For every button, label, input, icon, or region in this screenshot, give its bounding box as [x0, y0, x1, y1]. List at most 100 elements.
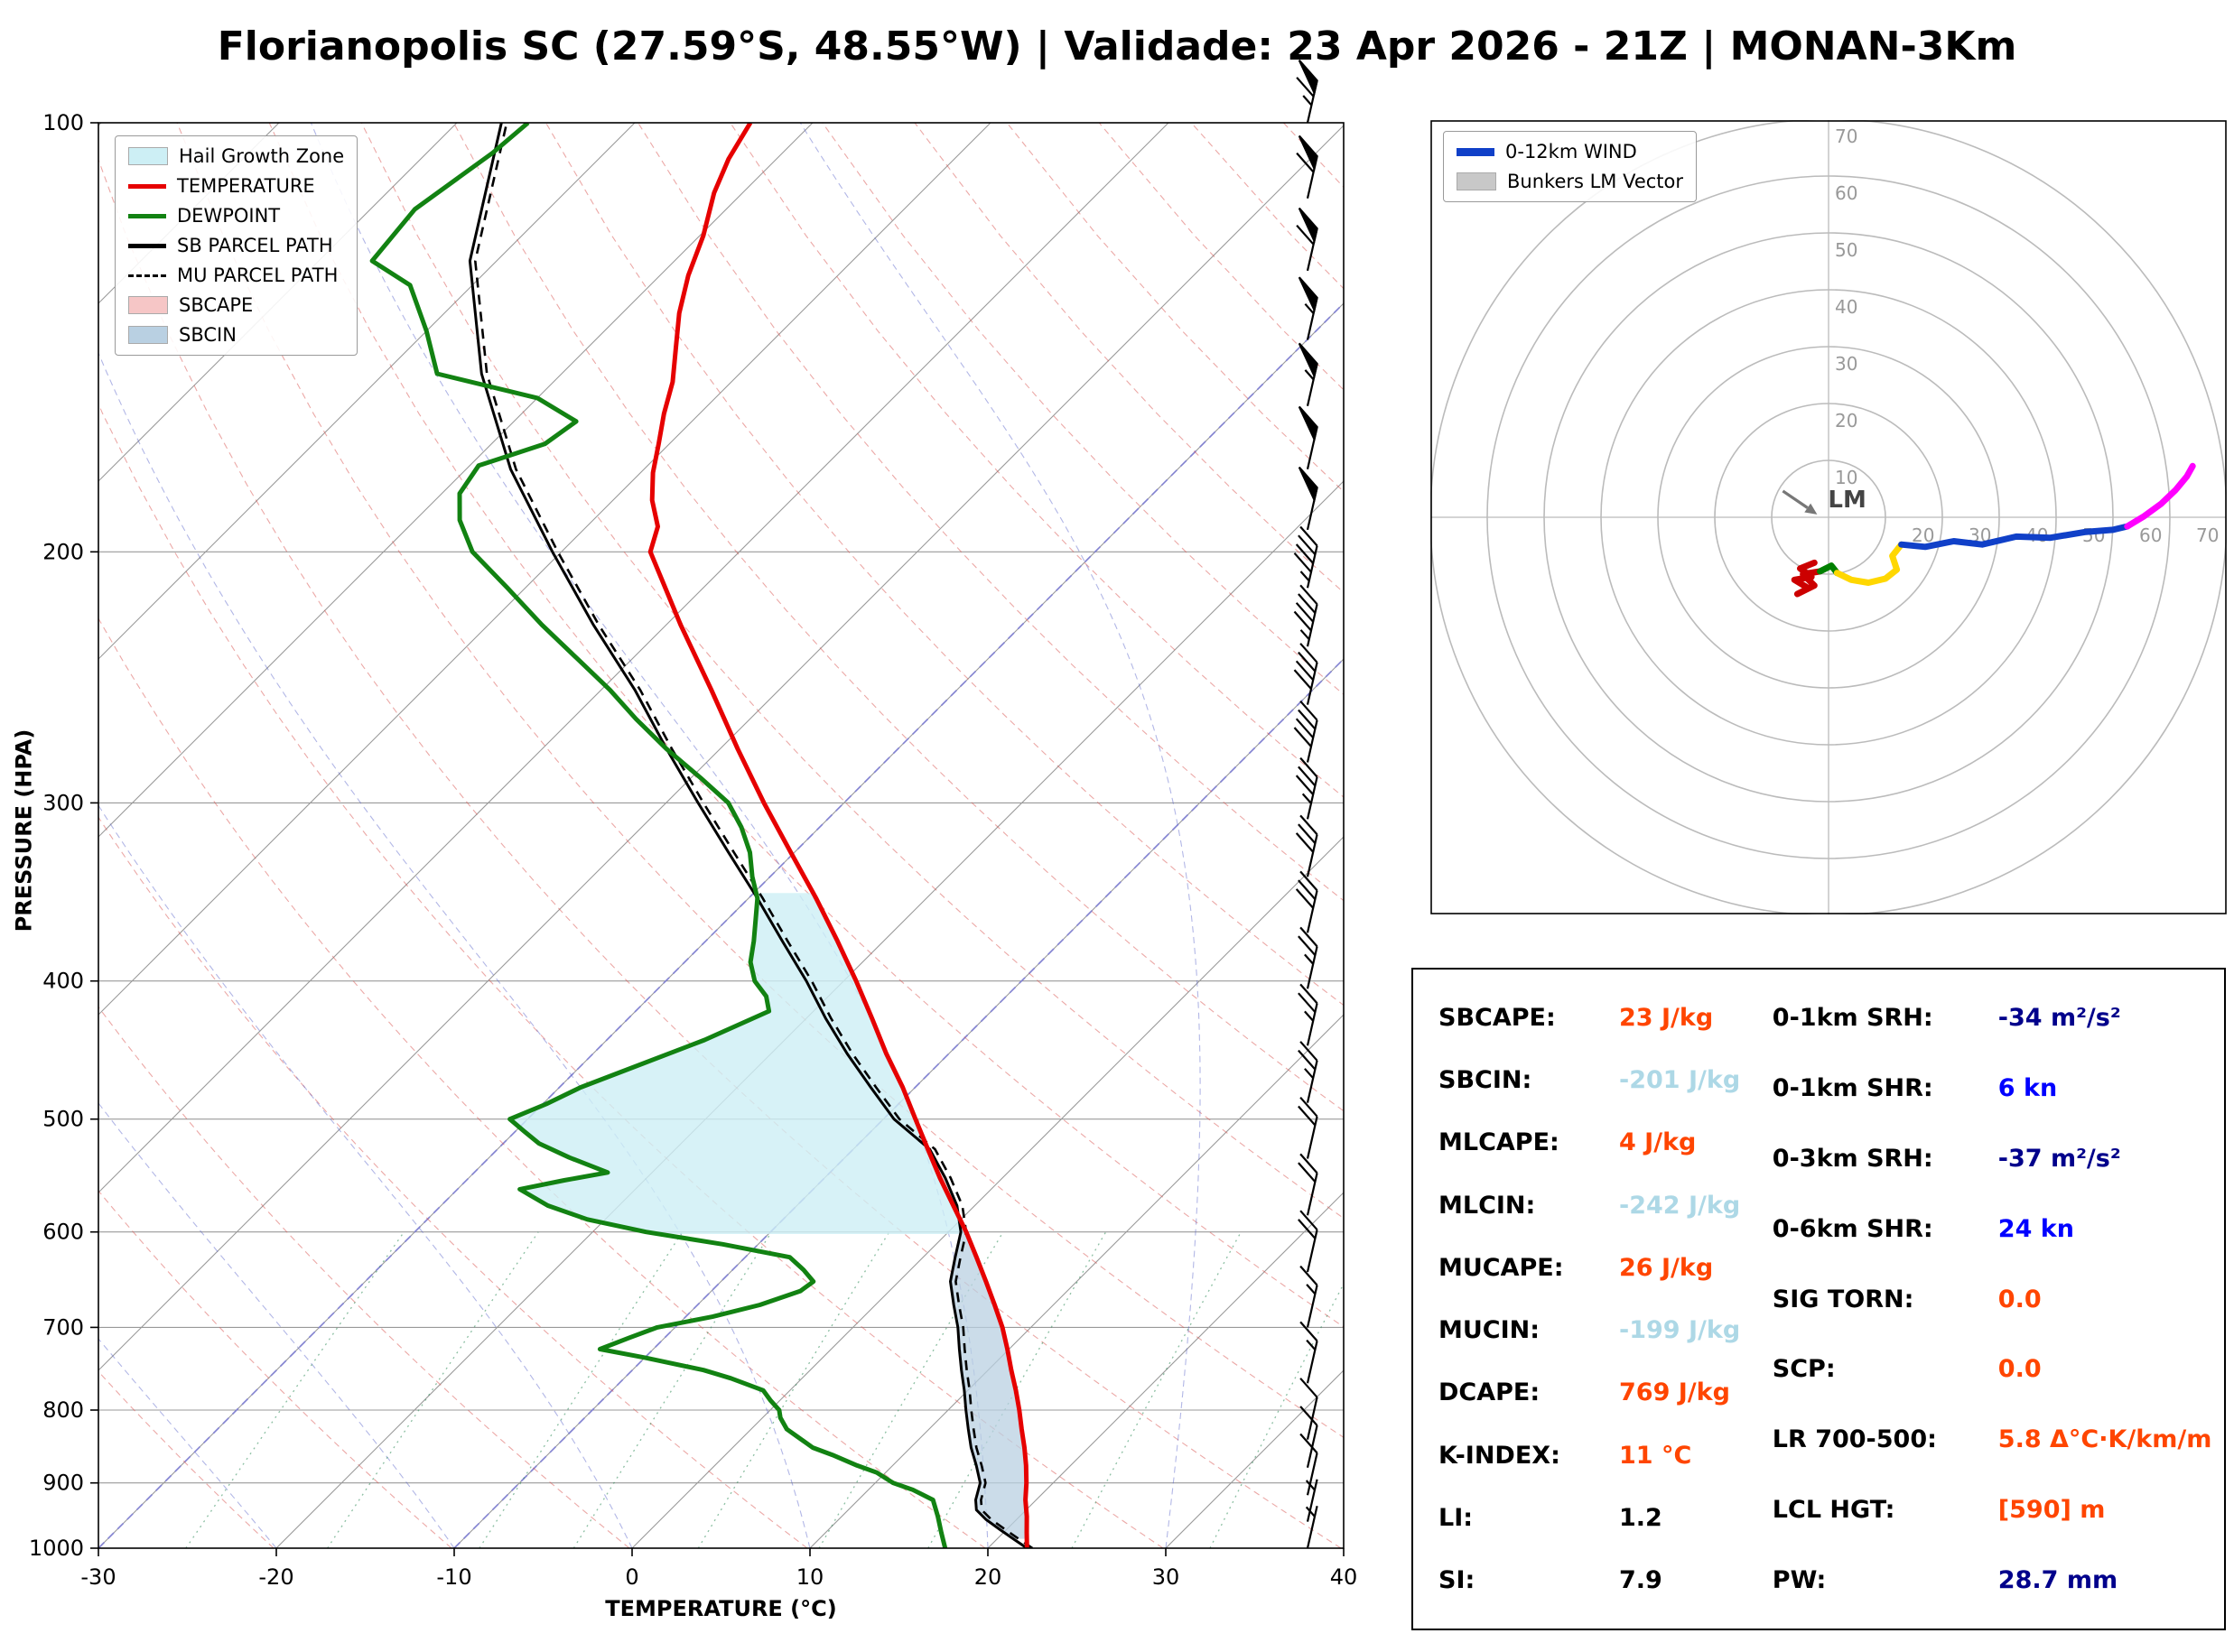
temperature-tick-labels: -30 -20 -10 0 10 20 30 40 [80, 1548, 1357, 1590]
hodograph-segment-4 [1898, 523, 2131, 551]
index-row-si-: SI: 7.9 [1438, 1566, 1773, 1594]
index-value: -37 m²/s² [1997, 1144, 2121, 1173]
svg-text:60: 60 [1835, 182, 1857, 204]
index-value: 0.0 [1997, 1355, 2042, 1384]
index-label: K-INDEX: [1438, 1441, 1560, 1470]
legend-swatch [128, 243, 166, 248]
index-value: 11 °C [1619, 1441, 1692, 1470]
legend-item-bunkers-lm-vector: Bunkers LM Vector [1457, 171, 1683, 192]
svg-text:0: 0 [625, 1564, 638, 1590]
sbcin-fill [950, 1223, 1028, 1539]
index-label: PW: [1772, 1566, 1827, 1594]
index-row-lcl-hgt-: LCL HGT: [590] m [1773, 1496, 2215, 1524]
legend-swatch [128, 274, 166, 277]
legend-label: Bunkers LM Vector [1507, 171, 1684, 192]
index-label: SIG TORN: [1772, 1285, 1914, 1313]
svg-text:60: 60 [2139, 524, 2162, 546]
index-value: -199 J/kg [1619, 1316, 1741, 1345]
svg-text:-30: -30 [80, 1564, 116, 1590]
index-value: 28.7 mm [1997, 1566, 2118, 1594]
index-label: MLCAPE: [1438, 1128, 1559, 1157]
index-row-scp-: SCP: 0.0 [1773, 1355, 2215, 1383]
legend-swatch [1457, 147, 1494, 156]
index-label: SBCIN: [1438, 1066, 1532, 1095]
legend-label: SB PARCEL PATH [177, 235, 333, 256]
legend-item-0-12km-wind: 0-12km WIND [1457, 141, 1683, 162]
hail-zone-isotherms [98, 302, 1344, 1548]
legend-label: Hail Growth Zone [179, 145, 345, 167]
hodograph-rings [1430, 120, 2227, 914]
index-value: 24 kn [1997, 1214, 2074, 1243]
legend-label: SBCAPE [179, 294, 254, 316]
sb-parcel-path-curve [468, 123, 1029, 1548]
skewt-y-axis-label-wrap: PRESSURE (HPA) [5, 424, 42, 1237]
svg-text:50: 50 [1835, 239, 1857, 261]
skewt-y-axis-label: PRESSURE (HPA) [11, 729, 37, 933]
legend-swatch [128, 183, 166, 189]
temperature-curve [647, 123, 1029, 1548]
svg-text:1000: 1000 [29, 1536, 84, 1561]
svg-text:500: 500 [42, 1107, 84, 1132]
index-row-0-3km-srh-: 0-3km SRH: -37 m²/s² [1773, 1145, 2215, 1173]
svg-text:200: 200 [42, 539, 84, 564]
skewt-x-axis-label: TEMPERATURE (°C) [605, 1596, 837, 1621]
index-label: LI: [1438, 1503, 1474, 1532]
index-value: 0.0 [1997, 1285, 2042, 1313]
index-value: [590] m [1997, 1496, 2106, 1525]
mu-parcel-path-curve [473, 123, 1034, 1548]
index-label: 0-1km SHR: [1772, 1073, 1933, 1102]
index-label: LCL HGT: [1772, 1496, 1895, 1525]
svg-text:10: 10 [1835, 467, 1857, 488]
legend-label: SBCIN [179, 324, 237, 346]
index-row-pw-: PW: 28.7 mm [1773, 1566, 2215, 1594]
index-row-dcape-: DCAPE: 769 J/kg [1438, 1378, 1773, 1406]
index-value: 23 J/kg [1619, 1004, 1714, 1032]
svg-text:-20: -20 [258, 1564, 293, 1590]
svg-text:20: 20 [1835, 410, 1857, 432]
index-value: 769 J/kg [1619, 1378, 1730, 1407]
hail-growth-zone-fill [509, 893, 967, 1234]
legend-label: TEMPERATURE [177, 175, 315, 197]
svg-text:900: 900 [42, 1471, 84, 1496]
index-label: MUCIN: [1438, 1316, 1541, 1345]
svg-text:10: 10 [796, 1564, 824, 1590]
legend-swatch [128, 296, 168, 314]
legend-swatch [128, 213, 166, 218]
svg-text:40: 40 [1330, 1564, 1358, 1590]
legend-label: 0-12km WIND [1505, 141, 1637, 162]
index-row-mlcape-: MLCAPE: 4 J/kg [1438, 1128, 1773, 1156]
svg-text:30: 30 [1835, 353, 1857, 375]
legend-swatch [128, 326, 168, 344]
dewpoint-curve [369, 123, 948, 1548]
pressure-tick-labels: 100 200 300 400 500 600 700 800 900 1000 [29, 110, 98, 1561]
svg-text:100: 100 [42, 110, 84, 135]
index-row-mlcin-: MLCIN: -242 J/kg [1438, 1192, 1773, 1220]
page-title: Florianopolis SC (27.59°S, 48.55°W) | Va… [217, 23, 2017, 70]
index-label: SI: [1438, 1565, 1475, 1594]
indices-panel: SBCAPE: 23 J/kg SBCIN: -201 J/kg MLCAPE: 4 J/… [1411, 968, 2226, 1630]
legend-swatch [1457, 172, 1496, 190]
hodograph-legend: 0-12km WIND Bunkers LM Vector [1443, 131, 1698, 202]
mixing-ratio-lines [185, 1231, 1344, 1548]
index-label: LR 700-500: [1772, 1425, 1937, 1454]
svg-text:70: 70 [1835, 125, 1857, 147]
svg-text:300: 300 [42, 790, 84, 815]
indices-column-left: SBCAPE: 23 J/kg SBCIN: -201 J/kg MLCAPE: 4 J/… [1438, 1004, 1773, 1594]
index-value: -201 J/kg [1619, 1066, 1741, 1095]
index-label: SBCAPE: [1438, 1004, 1556, 1032]
legend-item-hail-growth-zone: Hail Growth Zone [128, 145, 344, 167]
svg-text:40: 40 [1835, 296, 1857, 318]
index-row-lr-700-500-: LR 700-500: 5.8 Δ°C·K/km/m [1773, 1425, 2215, 1453]
legend-item-sb-parcel-path: SB PARCEL PATH [128, 235, 344, 256]
svg-text:30: 30 [1152, 1564, 1180, 1590]
legend-item-sbcape: SBCAPE [128, 294, 344, 316]
index-row-mucin-: MUCIN: -199 J/kg [1438, 1316, 1773, 1344]
legend-item-temperature: TEMPERATURE [128, 175, 344, 197]
hodograph-segment-1 [1791, 559, 1824, 598]
index-row-0-1km-shr-: 0-1km SHR: 6 kn [1773, 1074, 2215, 1102]
index-row-sbcin-: SBCIN: -201 J/kg [1438, 1066, 1773, 1094]
index-label: 0-3km SRH: [1772, 1144, 1933, 1173]
